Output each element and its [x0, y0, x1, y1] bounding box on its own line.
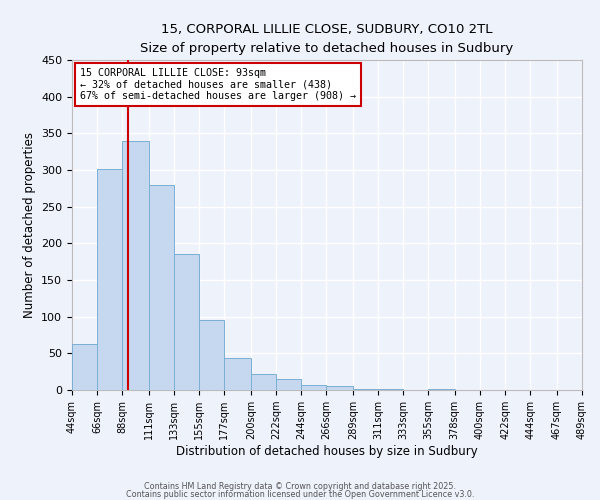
- Bar: [353, 388, 378, 390]
- Bar: [149, 184, 174, 390]
- Y-axis label: Number of detached properties: Number of detached properties: [23, 132, 35, 318]
- Bar: [251, 374, 276, 390]
- Bar: [122, 140, 149, 390]
- Bar: [224, 358, 251, 390]
- Text: Contains public sector information licensed under the Open Government Licence v3: Contains public sector information licen…: [126, 490, 474, 499]
- Bar: [72, 344, 97, 390]
- Bar: [276, 379, 301, 390]
- X-axis label: Distribution of detached houses by size in Sudbury: Distribution of detached houses by size …: [176, 445, 478, 458]
- Text: Contains HM Land Registry data © Crown copyright and database right 2025.: Contains HM Land Registry data © Crown c…: [144, 482, 456, 491]
- Bar: [301, 385, 326, 390]
- Title: 15, CORPORAL LILLIE CLOSE, SUDBURY, CO10 2TL
Size of property relative to detach: 15, CORPORAL LILLIE CLOSE, SUDBURY, CO10…: [140, 22, 514, 54]
- Bar: [97, 170, 122, 390]
- Bar: [326, 386, 353, 390]
- Bar: [174, 254, 199, 390]
- Bar: [199, 320, 224, 390]
- Text: 15 CORPORAL LILLIE CLOSE: 93sqm
← 32% of detached houses are smaller (438)
67% o: 15 CORPORAL LILLIE CLOSE: 93sqm ← 32% of…: [80, 68, 356, 102]
